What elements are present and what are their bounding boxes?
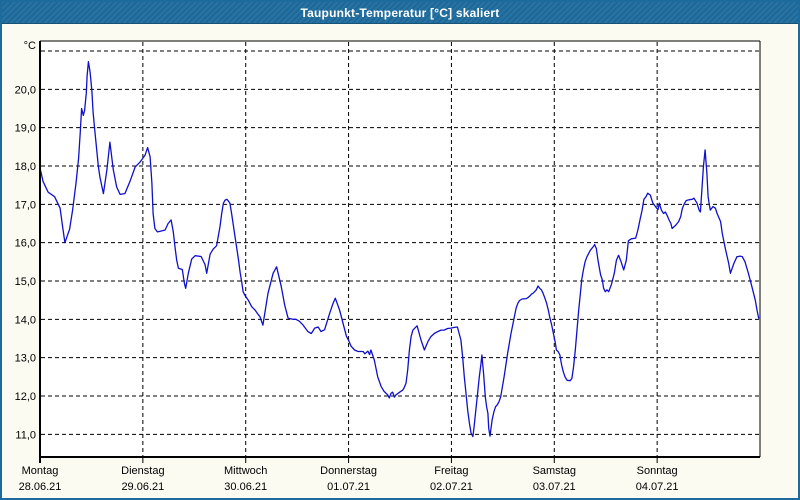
x-tick-date: 01.07.21 — [327, 481, 370, 493]
y-axis-unit: °C — [24, 40, 36, 52]
x-tick-weekday: Samstag — [533, 465, 576, 477]
y-tick-label: 17,0 — [15, 199, 36, 211]
chart-title: Taupunkt-Temperatur [°C] skaliert — [300, 5, 500, 20]
y-tick-label: 16,0 — [15, 238, 36, 250]
x-tick-date: 30.06.21 — [224, 481, 267, 493]
y-tick-label: 11,0 — [15, 429, 36, 441]
y-tick-label: 12,0 — [15, 391, 36, 403]
x-tick-weekday: Dienstag — [121, 465, 164, 477]
y-tick-label: 19,0 — [15, 123, 36, 135]
plot-area — [40, 41, 760, 457]
x-tick-weekday: Sonntag — [637, 465, 678, 477]
x-tick-weekday: Freitag — [434, 465, 468, 477]
x-tick-weekday: Montag — [22, 465, 59, 477]
x-tick-date: 04.07.21 — [636, 481, 679, 493]
y-tick-label: 15,0 — [15, 276, 36, 288]
x-tick-weekday: Donnerstag — [320, 465, 377, 477]
y-tick-label: 13,0 — [15, 353, 36, 365]
y-tick-label: 20,0 — [15, 84, 36, 96]
dewpoint-line — [39, 61, 760, 438]
x-tick-weekday: Mittwoch — [224, 465, 267, 477]
y-tick-label: 14,0 — [15, 314, 36, 326]
x-tick-date: 03.07.21 — [533, 481, 576, 493]
x-tick-date: 28.06.21 — [19, 481, 62, 493]
y-tick-label: 18,0 — [15, 161, 36, 173]
title-bar: Taupunkt-Temperatur [°C] skaliert — [2, 2, 798, 24]
x-tick-date: 02.07.21 — [430, 481, 473, 493]
x-tick-date: 29.06.21 — [121, 481, 164, 493]
